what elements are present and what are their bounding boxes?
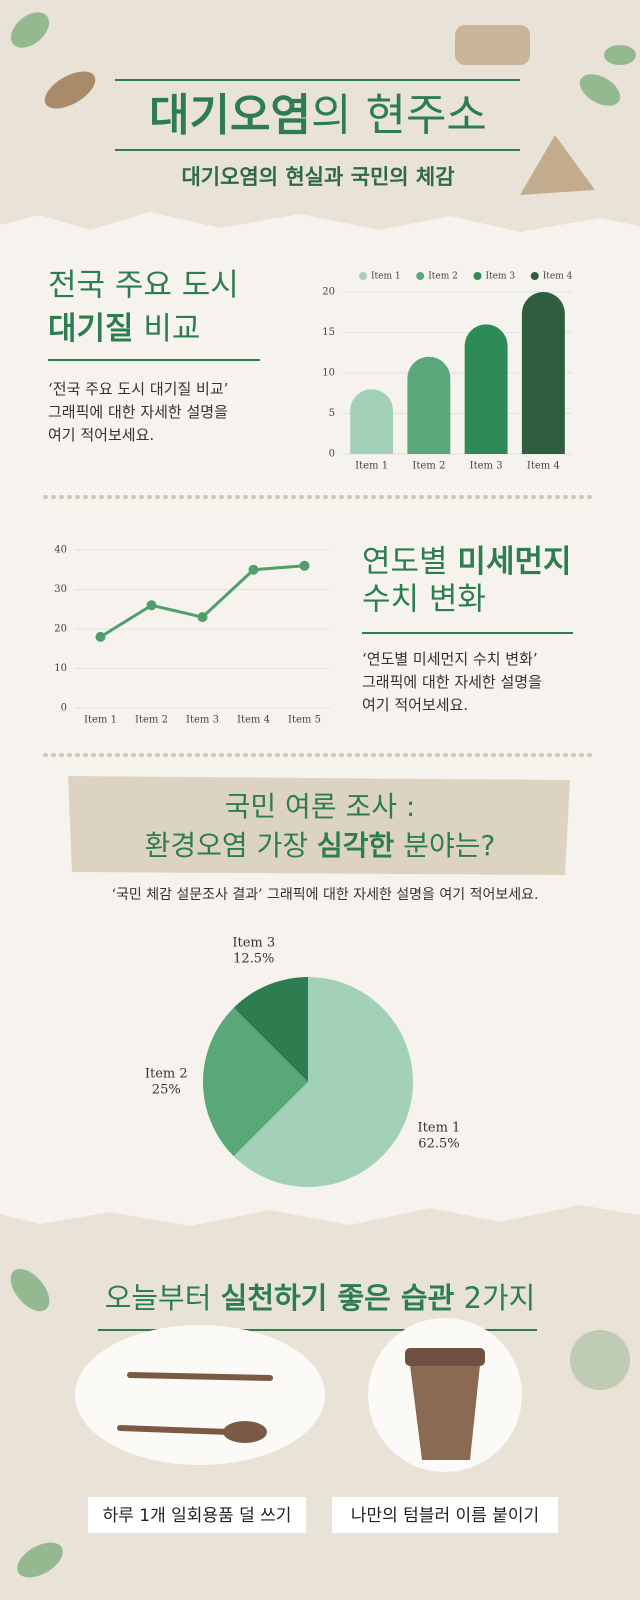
legend-label: Item 3 xyxy=(486,272,516,282)
heading-rest: 연도별 xyxy=(362,544,457,580)
point xyxy=(146,600,157,611)
legend-swatch xyxy=(473,272,482,280)
heading-bold: 미세먼지 xyxy=(457,544,571,580)
description-line: 여기 적어보세요. xyxy=(48,426,154,444)
pie-label: Item 1 xyxy=(418,1121,461,1136)
heading-rest: 비교 xyxy=(134,311,201,347)
x-tick-label: Item 2 xyxy=(412,461,445,472)
survey-title-rest: 환경오염 가장 xyxy=(145,829,317,862)
y-tick-label: 0 xyxy=(61,703,67,714)
pie-slice xyxy=(202,1007,308,1157)
decor-mask xyxy=(455,25,530,65)
title-rest: 의 현주소 xyxy=(311,90,487,141)
heading: 연도별 미세먼지 xyxy=(362,544,572,580)
y-tick-label: 10 xyxy=(54,663,67,674)
y-tick-label: 30 xyxy=(54,584,67,595)
spoon-icon xyxy=(223,1421,267,1443)
pie-label: Item 2 xyxy=(145,1067,188,1082)
tumbler-lid xyxy=(405,1348,485,1366)
survey-title-end: 분야는? xyxy=(394,829,495,862)
legend-swatch xyxy=(530,272,539,280)
survey-title: 국민 여론 조사 : xyxy=(225,790,416,823)
label-box xyxy=(332,1497,558,1533)
heading: 수치 변화 xyxy=(362,582,486,618)
tape xyxy=(68,776,570,875)
x-tick-label: Item 3 xyxy=(186,715,219,726)
heading: 대기질 비교 xyxy=(48,311,200,347)
decor-sign xyxy=(520,135,595,195)
pie-slice xyxy=(233,977,308,1082)
bar xyxy=(407,356,451,454)
point xyxy=(197,612,208,623)
paper-panel xyxy=(0,212,640,1226)
pie-label: Item 3 xyxy=(232,936,275,951)
tumbler-icon xyxy=(410,1365,480,1460)
subtitle: 대기오염의 현실과 국민의 체감 xyxy=(181,165,454,189)
pie-value-label: 25% xyxy=(152,1083,181,1098)
bar xyxy=(521,292,565,454)
habit-label: 하루 1개 일회용품 덜 쓰기 xyxy=(103,1506,292,1526)
title-bold: 대기오염 xyxy=(149,90,311,141)
x-tick-label: Item 4 xyxy=(527,461,560,472)
description-line: 여기 적어보세요. xyxy=(362,696,468,714)
photo-frame xyxy=(75,1325,325,1465)
pie-value-label: 62.5% xyxy=(418,1137,459,1152)
description-line: 그래픽에 대한 자세한 설명을 xyxy=(362,673,542,691)
x-tick-label: Item 1 xyxy=(84,715,117,726)
legend-label: Item 1 xyxy=(371,272,401,282)
y-tick-label: 0 xyxy=(329,449,335,460)
legend-label: Item 4 xyxy=(543,272,573,282)
habits-title: 오늘부터 실천하기 좋은 습관 2가지 xyxy=(105,1281,536,1315)
point xyxy=(299,560,310,571)
x-tick-label: Item 1 xyxy=(355,461,388,472)
point xyxy=(95,631,106,642)
legend-label: Item 2 xyxy=(428,272,458,282)
description-line: ‘전국 주요 도시 대기질 비교’ xyxy=(48,380,228,398)
survey-title: 환경오염 가장 심각한 분야는? xyxy=(145,829,496,862)
label-box xyxy=(88,1497,306,1533)
habit-label: 나만의 텀블러 이름 붙이기 xyxy=(351,1506,539,1526)
y-tick-label: 40 xyxy=(54,545,67,556)
description: ‘국민 체감 설문조사 결과’ 그래픽에 대한 자세한 설명을 여기 적어보세요… xyxy=(112,887,539,903)
habits-title-end: 2가지 xyxy=(454,1281,535,1315)
decor-bird xyxy=(44,71,96,109)
heading: 전국 주요 도시 xyxy=(48,268,239,304)
decor-leaves xyxy=(10,12,636,1578)
heading-bold: 대기질 xyxy=(48,311,134,347)
x-tick-label: Item 5 xyxy=(288,715,321,726)
habits-title-rest: 오늘부터 xyxy=(105,1281,221,1315)
y-tick-label: 15 xyxy=(322,327,335,338)
habits-title-bold: 실천하기 좋은 습관 xyxy=(221,1281,455,1315)
cutlery-icon xyxy=(117,1372,273,1435)
survey-title-bold: 심각한 xyxy=(317,829,395,862)
y-tick-label: 10 xyxy=(322,368,335,379)
y-tick-label: 5 xyxy=(329,408,335,419)
bar xyxy=(350,389,394,454)
x-tick-label: Item 2 xyxy=(135,715,168,726)
legend-swatch xyxy=(416,272,425,280)
description-line: ‘연도별 미세먼지 수치 변화’ xyxy=(362,650,538,668)
pie-slice xyxy=(233,977,413,1187)
x-tick-label: Item 4 xyxy=(237,715,270,726)
y-tick-label: 20 xyxy=(322,287,335,298)
point xyxy=(248,564,259,575)
x-tick-label: Item 3 xyxy=(470,461,503,472)
y-tick-label: 20 xyxy=(54,624,67,635)
legend-swatch xyxy=(359,272,367,280)
title: 대기오염의 현주소 xyxy=(149,90,487,141)
bar xyxy=(464,324,508,454)
description-line: 그래픽에 대한 자세한 설명을 xyxy=(48,403,228,421)
pie-value-label: 12.5% xyxy=(233,952,274,967)
